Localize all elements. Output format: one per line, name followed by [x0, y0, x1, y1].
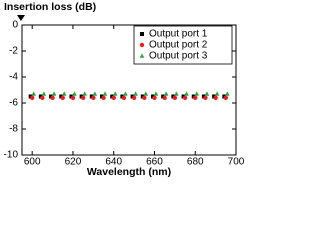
marker	[223, 95, 229, 101]
x-tick-label: 680	[187, 157, 204, 168]
marker	[92, 91, 98, 96]
marker	[41, 91, 47, 96]
marker	[225, 91, 230, 96]
marker	[163, 91, 169, 96]
marker	[112, 91, 118, 96]
plot-frame	[21, 24, 237, 156]
marker	[204, 91, 210, 96]
x-axis-title: Wavelength (nm)	[87, 166, 171, 178]
marker	[140, 32, 144, 36]
marker	[133, 91, 138, 96]
chart: Insertion loss (dB) Wavelength (nm) -10 -…	[4, 1, 245, 178]
y-tick-label: -4	[9, 72, 18, 83]
marker	[139, 53, 145, 58]
y-tick-label: -8	[9, 124, 18, 135]
marker	[121, 95, 127, 101]
legend-box	[133, 25, 233, 65]
marker	[101, 95, 106, 101]
marker	[82, 91, 87, 96]
marker	[174, 91, 179, 96]
marker	[40, 95, 45, 101]
x-tick-label: 600	[24, 157, 41, 168]
marker	[213, 95, 218, 101]
marker	[60, 95, 65, 101]
marker	[102, 91, 108, 96]
x-tick-label: 660	[146, 157, 163, 168]
y-axis-title: Insertion loss (dB)	[4, 1, 96, 13]
legend-label: Output port 1	[149, 29, 208, 40]
marker	[143, 91, 149, 96]
legend-label: Output port 3	[149, 51, 208, 62]
marker	[51, 91, 57, 96]
marker	[139, 42, 145, 48]
marker	[131, 95, 137, 101]
marker	[152, 95, 157, 101]
x-tick-label: 620	[65, 157, 82, 168]
marker	[153, 91, 159, 96]
marker	[193, 95, 198, 101]
marker	[162, 95, 167, 101]
marker	[91, 95, 96, 101]
page: {"chart_data": {"type": "scatter", "ylab…	[3, 0, 245, 178]
marker	[194, 91, 200, 96]
marker	[61, 91, 67, 96]
marker	[184, 91, 189, 96]
x-tick-label: 640	[105, 157, 122, 168]
axis-arrow	[17, 15, 25, 21]
marker	[203, 95, 208, 101]
x-tick-label: 700	[228, 157, 245, 168]
y-tick-label: -6	[9, 98, 18, 109]
marker	[70, 95, 76, 101]
marker	[123, 91, 128, 96]
marker	[182, 95, 188, 101]
marker	[72, 91, 77, 96]
legend-label: Output port 2	[149, 40, 208, 51]
marker	[172, 95, 178, 101]
marker	[29, 95, 35, 101]
y-tick-label: -2	[9, 46, 18, 57]
marker	[214, 91, 220, 96]
y-tick-label: -10	[4, 150, 19, 161]
y-tick-label: 0	[12, 20, 18, 31]
marker	[80, 95, 86, 101]
marker	[50, 95, 55, 101]
marker	[142, 95, 147, 101]
marker	[31, 91, 36, 96]
marker	[111, 95, 116, 101]
